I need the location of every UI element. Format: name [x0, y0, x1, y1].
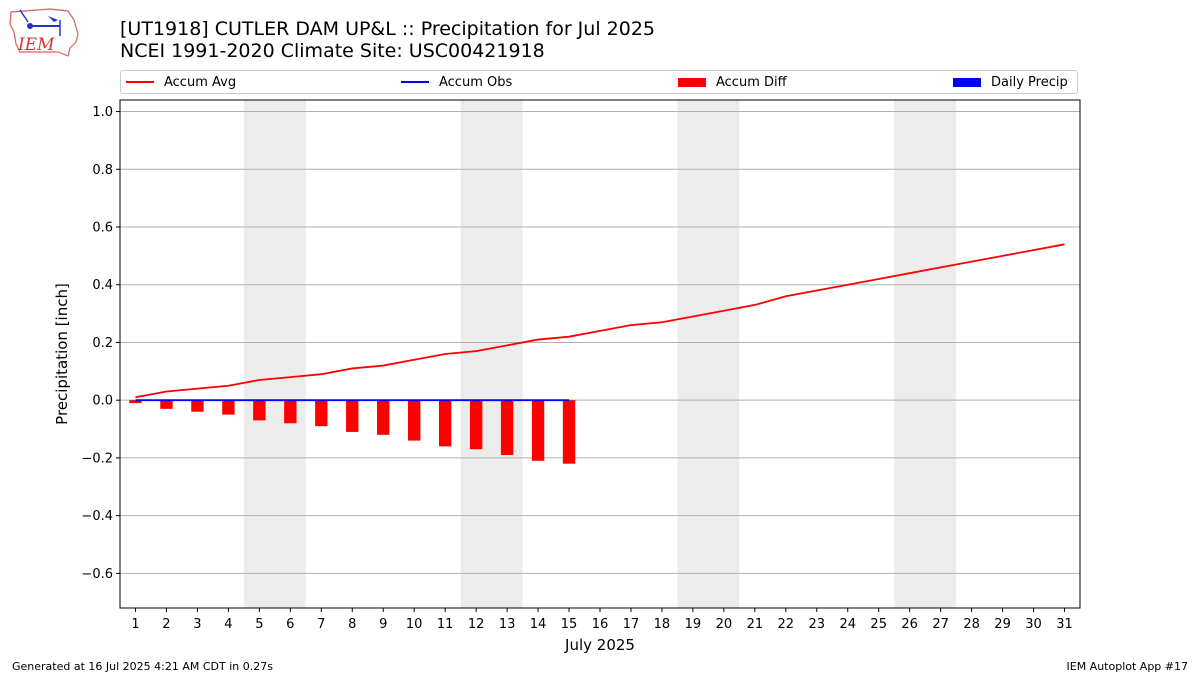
x-tick-label: 27	[932, 617, 949, 632]
y-tick-label: 0.2	[92, 336, 113, 351]
y-tick-label: 0.6	[92, 221, 113, 236]
bar-accum-diff	[531, 400, 545, 461]
bar-accum-diff	[129, 400, 142, 404]
legend-swatch-accum-diff	[678, 77, 706, 87]
x-tick-label: 3	[193, 617, 201, 632]
bar-accum-diff	[253, 400, 266, 421]
bar-accum-diff	[500, 400, 514, 456]
legend-item-accum-diff: Accum Diff	[678, 71, 787, 93]
x-tick-label: 24	[839, 617, 856, 632]
weekend-shade	[677, 100, 740, 608]
x-tick-label: 29	[994, 617, 1011, 632]
line-accum-avg	[135, 243, 1065, 399]
y-tick-label: 0.8	[92, 163, 113, 178]
y-tick-label: 0.4	[92, 278, 113, 293]
plot-frame	[119, 99, 1081, 609]
y-tick-label: −0.4	[81, 509, 113, 524]
iem-logo: IEM	[9, 8, 79, 57]
x-tick-label: 20	[716, 617, 733, 632]
x-tick-label: 14	[530, 617, 547, 632]
x-tick-label: 7	[317, 617, 325, 632]
legend-item-daily-precip: Daily Precip	[953, 71, 1068, 93]
x-tick-label: 15	[561, 617, 578, 632]
bar-accum-diff	[222, 400, 235, 415]
logo-text: IEM	[17, 35, 55, 55]
x-tick-label: 31	[1056, 617, 1073, 632]
x-tick-label: 19	[685, 617, 702, 632]
footer-app: IEM Autoplot App #17	[1066, 660, 1189, 673]
x-tick-label: 25	[870, 617, 887, 632]
weekend-shade	[894, 100, 957, 608]
x-tick-label: 8	[348, 617, 356, 632]
bar-accum-diff	[315, 400, 328, 427]
y-axis-label: Precipitation [inch]	[53, 283, 71, 425]
y-tick-label: −0.6	[81, 567, 113, 582]
chart-title: [UT1918] CUTLER DAM UP&L :: Precipitatio…	[120, 18, 655, 40]
x-tick-label: 4	[224, 617, 232, 632]
legend-swatch-daily-precip	[953, 77, 981, 87]
bar-accum-diff	[438, 400, 452, 447]
bar-accum-diff	[160, 400, 173, 409]
bar-accum-diff	[346, 400, 359, 432]
x-tick-label: 1	[131, 617, 139, 632]
chart-legend: Accum Avg Accum Obs Accum Diff Daily Pre…	[120, 70, 1078, 94]
y-tick-label: 0.0	[92, 394, 113, 409]
bar-accum-diff	[408, 400, 421, 441]
x-tick-label: 21	[747, 617, 764, 632]
legend-label-accum-obs: Accum Obs	[439, 74, 513, 90]
legend-item-accum-obs: Accum Obs	[401, 71, 512, 93]
bar-accum-diff	[562, 400, 576, 464]
legend-label-accum-avg: Accum Avg	[164, 74, 237, 90]
y-tick-label: −0.2	[81, 451, 113, 466]
bar-accum-diff	[284, 400, 297, 424]
x-tick-label: 10	[406, 617, 423, 632]
weekend-shade	[460, 100, 523, 608]
x-tick-label: 30	[1025, 617, 1042, 632]
x-tick-label: 23	[809, 617, 826, 632]
x-tick-label: 6	[286, 617, 294, 632]
x-tick-label: 9	[379, 617, 387, 632]
footer-generated: Generated at 16 Jul 2025 4:21 AM CDT in …	[12, 660, 273, 673]
x-tick-label: 28	[963, 617, 980, 632]
x-tick-label: 26	[901, 617, 918, 632]
legend-label-daily-precip: Daily Precip	[991, 74, 1068, 90]
x-tick-label: 13	[499, 617, 516, 632]
x-tick-label: 12	[468, 617, 485, 632]
bar-accum-diff	[469, 400, 483, 450]
x-tick-label: 18	[654, 617, 671, 632]
legend-swatch-accum-avg	[126, 81, 154, 83]
legend-swatch-accum-obs	[401, 81, 429, 83]
bar-accum-diff	[377, 400, 390, 435]
bar-accum-diff	[191, 400, 204, 412]
legend-item-accum-avg: Accum Avg	[126, 71, 236, 93]
y-tick-label: 1.0	[92, 105, 113, 120]
x-tick-label: 2	[162, 617, 170, 632]
x-tick-label: 5	[255, 617, 263, 632]
chart-subtitle: NCEI 1991-2020 Climate Site: USC00421918	[120, 40, 545, 62]
x-axis-label: July 2025	[564, 636, 635, 654]
x-tick-label: 16	[592, 617, 609, 632]
x-tick-label: 17	[623, 617, 640, 632]
legend-label-accum-diff: Accum Diff	[716, 74, 787, 90]
x-tick-label: 11	[437, 617, 454, 632]
weekend-shade	[243, 100, 306, 608]
x-tick-label: 22	[778, 617, 795, 632]
